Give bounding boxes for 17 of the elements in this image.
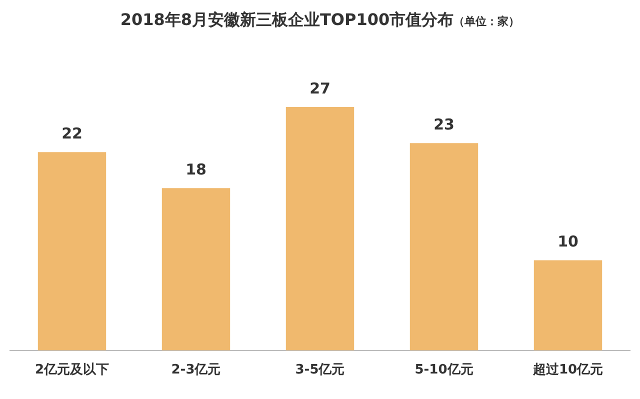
bar — [38, 152, 106, 350]
bar — [534, 260, 602, 350]
data-label: 10 — [558, 232, 578, 251]
data-label: 22 — [62, 124, 82, 142]
x-tick-label: 2-3亿元 — [171, 362, 221, 378]
x-tick-label: 2亿元及以下 — [34, 362, 110, 378]
x-tick-label: 5-10亿元 — [414, 362, 474, 378]
chart-subtitle: （单位：家） — [454, 15, 520, 28]
x-tick-label: 3-5亿元 — [295, 362, 345, 378]
data-label: 18 — [186, 160, 206, 179]
x-tick-label: 超过10亿元 — [532, 362, 604, 378]
chart-title: 2018年8月安徽新三板企业TOP100市值分布 — [120, 10, 454, 29]
data-label: 23 — [434, 115, 454, 134]
data-label: 27 — [310, 79, 330, 98]
bar — [286, 107, 354, 350]
bar — [162, 188, 230, 350]
bar — [410, 143, 478, 350]
